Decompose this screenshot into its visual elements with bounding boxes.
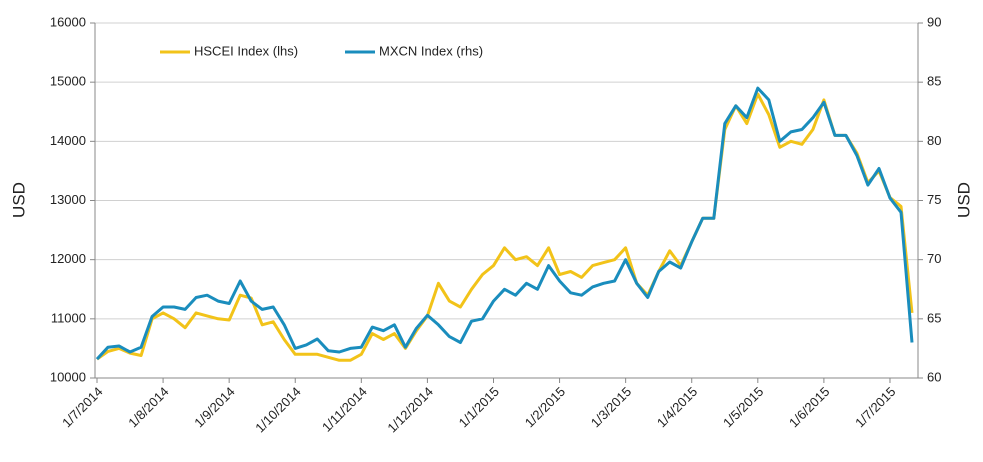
- y2-tick-label: 90: [927, 14, 941, 29]
- y2-tick-label: 65: [927, 310, 941, 325]
- y2-tick-label: 75: [927, 192, 941, 207]
- y2-tick-label: 85: [927, 74, 941, 89]
- y-tick-label: 12000: [50, 251, 86, 266]
- x-tick-label: 1/7/2015: [852, 384, 898, 430]
- x-tick-label: 1/8/2014: [125, 384, 171, 430]
- y-tick-label: 15000: [50, 74, 86, 89]
- y2-tick-label: 70: [927, 251, 941, 266]
- x-tick-label: 1/5/2015: [720, 384, 766, 430]
- y-tick-label: 13000: [50, 192, 86, 207]
- legend-label: HSCEI Index (lhs): [194, 43, 298, 58]
- x-tick-label: 1/11/2014: [319, 384, 370, 435]
- x-tick-label: 1/7/2014: [59, 384, 105, 430]
- x-tick-label: 1/2/2015: [522, 384, 568, 430]
- series-line: [95, 86, 914, 361]
- series-line: [96, 92, 914, 362]
- y-tick-label: 14000: [50, 133, 86, 148]
- y2-tick-label: 60: [927, 369, 941, 384]
- x-tick-label: 1/10/2014: [252, 384, 304, 436]
- y2-tick-label: 80: [927, 133, 941, 148]
- x-tick-label: 1/6/2015: [786, 384, 832, 430]
- legend-label: MXCN Index (rhs): [379, 43, 483, 58]
- x-tick-label: 1/1/2015: [456, 384, 502, 430]
- y-tick-label: 11000: [51, 310, 86, 325]
- y-tick-label: 16000: [50, 14, 86, 29]
- x-tick-label: 1/9/2014: [191, 384, 237, 430]
- y-tick-label: 10000: [50, 369, 86, 384]
- y-axis-title: USD: [9, 182, 28, 218]
- y2-axis-title: USD: [954, 182, 973, 218]
- x-tick-label: 1/4/2015: [654, 384, 700, 430]
- x-tick-label: 1/12/2014: [384, 384, 436, 436]
- x-tick-label: 1/3/2015: [588, 384, 634, 430]
